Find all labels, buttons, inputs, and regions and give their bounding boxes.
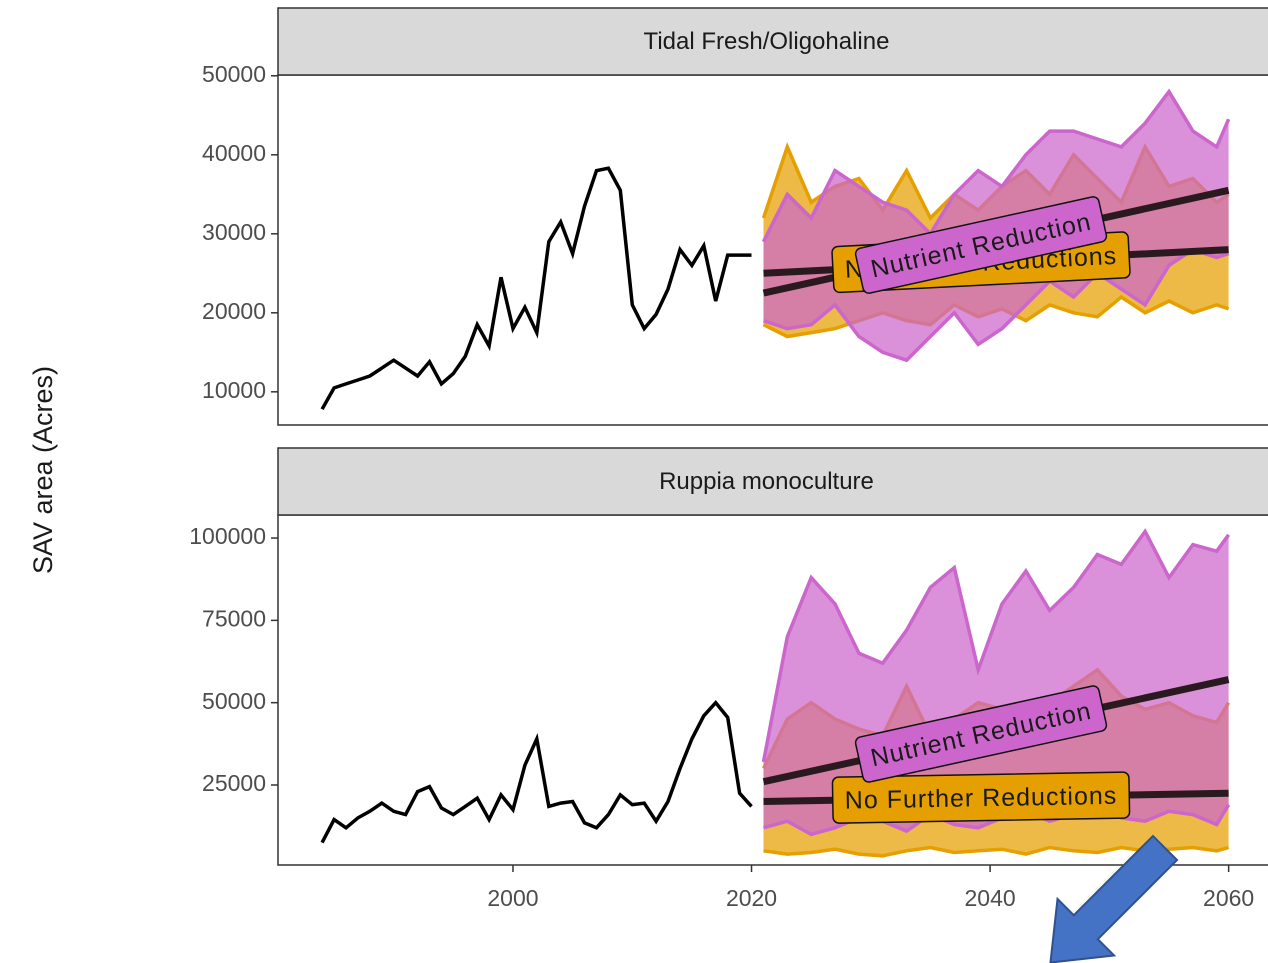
y-tick-label: 50000 [202, 61, 266, 87]
y-tick-label: 40000 [202, 140, 266, 166]
y-tick-label: 100000 [189, 523, 266, 549]
x-tick-label: 2040 [964, 885, 1015, 911]
x-tick-label: 2020 [726, 885, 777, 911]
x-tick-label: 2060 [1203, 885, 1254, 911]
series-label: No Further Reductions [831, 771, 1131, 824]
y-tick-label: 75000 [202, 605, 266, 631]
panel: Ruppia monoculture 25000 50000 75000 100000 2… [189, 447, 1268, 911]
panels: Tidal Fresh/Oligohaline 10000 20000 30000 40… [189, 7, 1268, 911]
strip [277, 7, 1268, 76]
ribbon-lower-edge [762, 247, 1230, 363]
ribbon-upper-edge [761, 528, 1231, 763]
strip [277, 447, 1268, 516]
y-tick-label: 30000 [202, 219, 266, 245]
observed-line [320, 700, 753, 844]
y-axis-label: SAV area (Acres) [28, 366, 58, 574]
strip-title: Tidal Fresh/Oligohaline [644, 28, 890, 55]
y-tick-label: 50000 [202, 688, 266, 714]
y-tick-label: 10000 [202, 377, 266, 403]
series-label-box [854, 685, 1108, 783]
arrow [1049, 834, 1179, 963]
y-tick-label: 20000 [202, 298, 266, 324]
series-label-box [854, 196, 1108, 294]
ribbon-upper-edge [761, 88, 1231, 243]
series-label-box [831, 771, 1131, 824]
y-tick-label: 25000 [202, 770, 266, 796]
x-tick-label: 2000 [487, 885, 538, 911]
strip-title: Ruppia monoculture [659, 468, 874, 495]
observed-line [320, 166, 752, 411]
panel: Tidal Fresh/Oligohaline 10000 20000 30000 40… [202, 7, 1268, 426]
series-label-text: No Further Reductions [845, 782, 1118, 815]
